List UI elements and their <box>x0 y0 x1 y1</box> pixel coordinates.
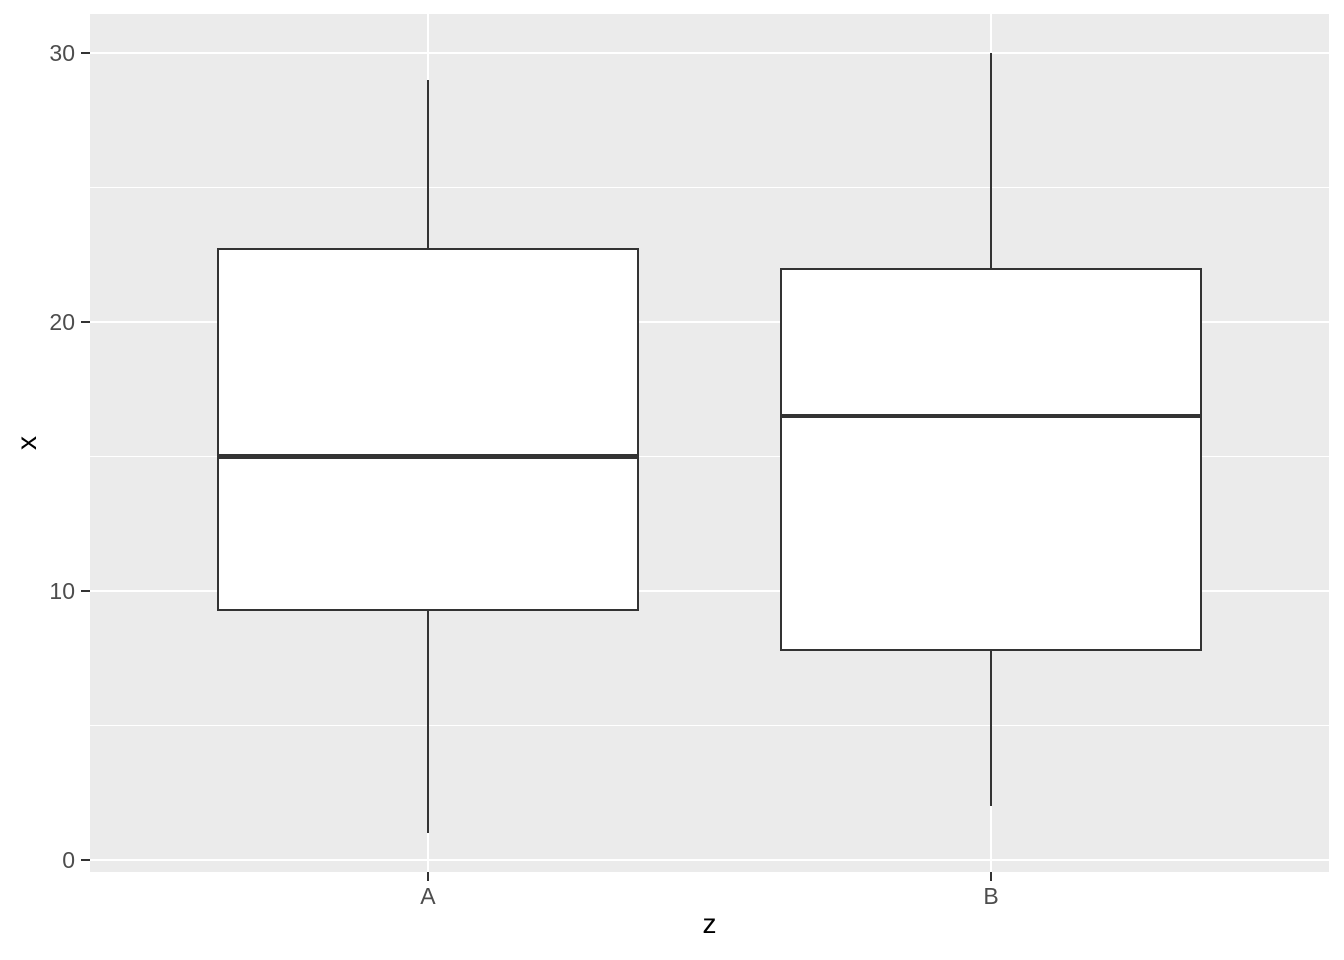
gridline-minor-y <box>90 724 1329 726</box>
x-tick-mark <box>989 872 993 881</box>
gridline-major-y <box>90 51 1329 55</box>
x-tick-label: B <box>983 883 999 909</box>
y-tick-mark <box>81 589 90 593</box>
plot-panel <box>90 14 1329 872</box>
x-tick-label: A <box>420 883 436 909</box>
gridline-major-y <box>90 320 1329 324</box>
y-tick-label: 30 <box>49 40 75 66</box>
y-axis: 0 10 20 30 <box>0 14 90 873</box>
x-axis-title: z <box>702 908 717 939</box>
y-tick-label: 0 <box>62 846 75 873</box>
boxplot-B-lower-whisker <box>989 651 993 807</box>
gridline-major-y <box>90 858 1329 862</box>
boxplot-B-upper-whisker <box>989 53 993 269</box>
boxplot-A-lower-whisker <box>426 611 430 833</box>
y-axis-title: x <box>11 436 42 450</box>
boxplot-A-box <box>216 248 640 612</box>
boxplot-B-box <box>779 268 1203 652</box>
y-tick-label: 20 <box>49 308 75 335</box>
y-tick-mark <box>81 320 90 324</box>
y-axis-title-container: x <box>10 14 44 872</box>
gridline-minor-y <box>90 186 1329 189</box>
boxplot-B-median-line <box>779 413 1203 419</box>
boxplot-A-upper-whisker <box>426 79 430 248</box>
y-tick-mark <box>81 51 90 55</box>
x-tick-mark <box>426 872 430 881</box>
boxplot-A-median-line <box>216 454 640 459</box>
y-tick-mark <box>81 858 90 862</box>
gridline-major-y <box>90 589 1329 593</box>
y-tick-label: 10 <box>49 577 75 604</box>
gridline-minor-y <box>90 455 1329 458</box>
